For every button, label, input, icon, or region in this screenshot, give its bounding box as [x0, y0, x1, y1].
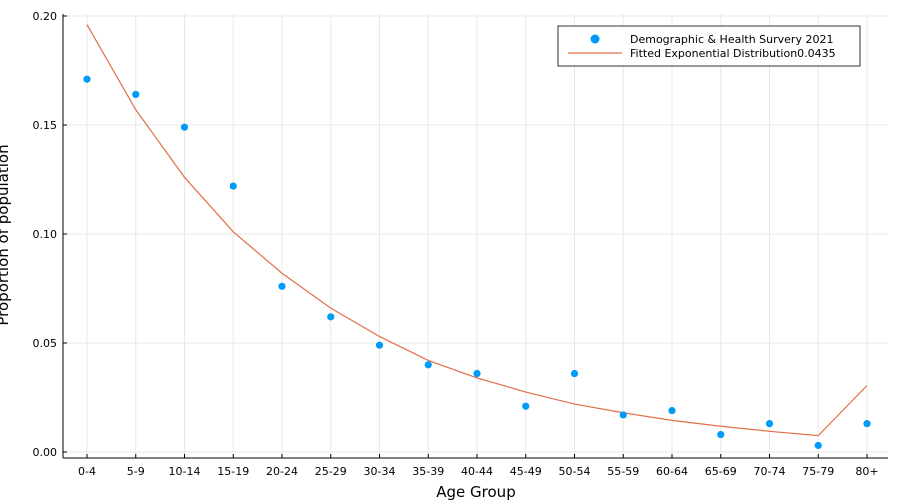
- survey-point: [570, 369, 579, 378]
- grid: [63, 14, 888, 458]
- survey-point: [522, 402, 530, 410]
- series: [83, 24, 871, 450]
- x-tick-label: 40-44: [461, 465, 493, 478]
- x-tick-labels: 0-4 5-9 10-14 15-19 20-24 25-29 30-34 35-39 40-4…: [78, 465, 879, 478]
- survey-point: [765, 420, 774, 428]
- x-tick-label: 65-69: [705, 465, 737, 478]
- y-tick-label: 0.05: [33, 337, 58, 350]
- x-axis-title: Age Group: [436, 483, 515, 500]
- fitted-line: [86, 24, 868, 437]
- x-tick-label: 30-34: [364, 465, 396, 478]
- x-tick-label: 80+: [855, 465, 878, 478]
- x-tick-label: 10-14: [169, 465, 201, 478]
- survey-point: [180, 123, 189, 131]
- x-tick-label: 25-29: [315, 465, 347, 478]
- x-tick-label: 75-79: [802, 465, 834, 478]
- survey-point: [278, 282, 286, 290]
- survey-point: [83, 75, 91, 83]
- survey-point: [863, 420, 871, 428]
- legend-label-survey: Demographic & Health Survery 2021: [630, 33, 833, 46]
- survey-point: [668, 406, 676, 415]
- axes: [62, 14, 888, 459]
- survey-point: [375, 341, 384, 349]
- y-tick-label: 0.20: [33, 10, 58, 23]
- survey-point: [473, 369, 481, 378]
- x-tick-label: 5-9: [127, 465, 145, 478]
- survey-point: [327, 313, 335, 321]
- survey-point: [619, 411, 627, 419]
- survey-point: [424, 361, 432, 369]
- x-tick-label: 45-49: [510, 465, 542, 478]
- x-tick-label: 70-74: [754, 465, 786, 478]
- survey-point: [132, 90, 140, 99]
- legend-label-fitted: Fitted Exponential Distribution0.0435: [630, 47, 836, 60]
- survey-point: [717, 430, 725, 439]
- survey-point: [814, 441, 822, 450]
- y-axis-title: Proportion of population: [0, 144, 12, 325]
- x-tick-label: 20-24: [266, 465, 298, 478]
- y-tick-labels: 0.00 0.05 0.10 0.15 0.20: [33, 10, 58, 459]
- x-tick-label: 35-39: [412, 465, 444, 478]
- y-tick-label: 0.15: [33, 119, 58, 132]
- legend: Demographic & Health Survery 2021 Fitted…: [557, 25, 861, 67]
- x-tick-label: 55-59: [607, 465, 639, 478]
- legend-box: [557, 25, 861, 67]
- survey-point: [229, 182, 237, 190]
- y-tick-label: 0.10: [33, 228, 58, 241]
- x-tick-label: 60-64: [656, 465, 688, 478]
- x-tick-label: 0-4: [78, 465, 96, 478]
- y-tick-label: 0.00: [33, 446, 58, 459]
- x-tick-label: 15-19: [217, 465, 249, 478]
- x-tick-label: 50-54: [559, 465, 591, 478]
- legend-marker-survey: [590, 34, 600, 44]
